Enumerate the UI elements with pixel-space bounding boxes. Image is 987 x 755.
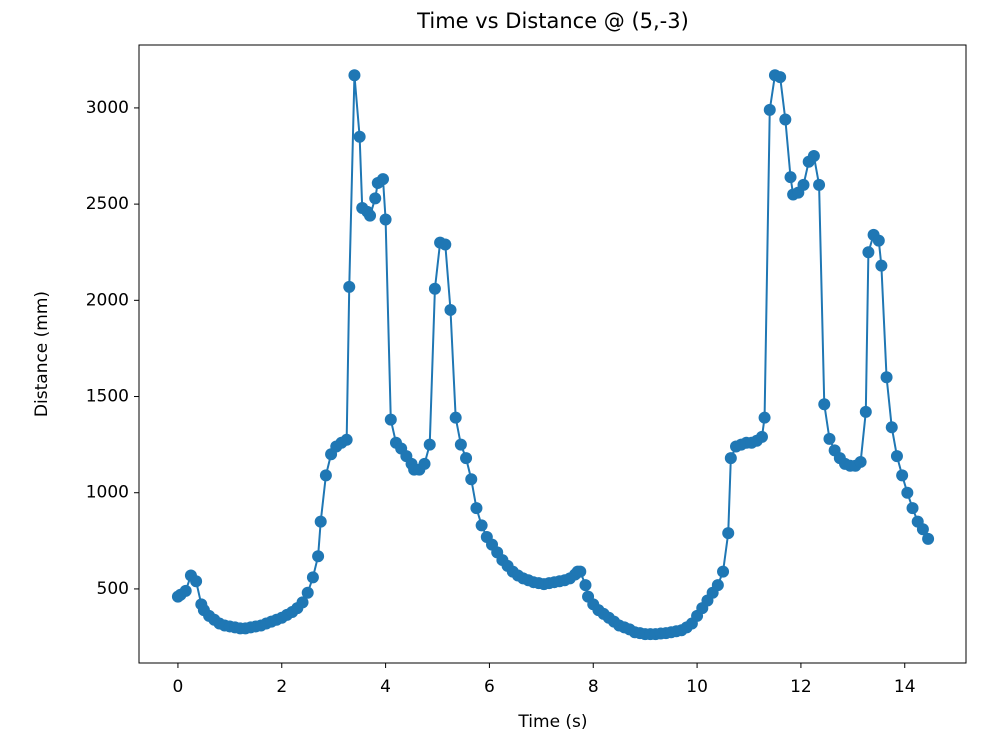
data-point: [312, 550, 325, 563]
data-point: [875, 259, 888, 272]
x-tick-label: 2: [276, 677, 287, 697]
y-tick-label: 1000: [86, 483, 129, 503]
x-tick-label: 14: [894, 677, 916, 697]
data-point: [774, 71, 787, 84]
data-point: [885, 421, 898, 434]
plot-frame: [138, 44, 967, 664]
data-point: [423, 438, 436, 451]
data-point: [758, 411, 771, 424]
data-point: [190, 575, 203, 588]
data-point: [369, 192, 382, 205]
data-point: [379, 213, 392, 226]
data-point: [301, 586, 314, 599]
data-point: [319, 469, 332, 482]
y-tick-label: 2000: [86, 290, 129, 310]
data-point: [418, 457, 431, 470]
x-tick-label: 0: [173, 677, 184, 697]
data-point: [763, 103, 776, 116]
data-point: [340, 433, 353, 446]
data-point: [890, 450, 903, 463]
data-point: [872, 234, 885, 247]
x-tick-label: 12: [790, 677, 812, 697]
chart-title: Time vs Distance @ (5,-3): [416, 9, 689, 33]
y-axis-label: Distance (mm): [32, 291, 52, 417]
data-point: [353, 130, 366, 143]
data-point: [475, 519, 488, 532]
data-point: [823, 432, 836, 445]
x-axis-label: Time (s): [517, 712, 587, 732]
data-point: [306, 571, 319, 584]
data-point: [906, 502, 919, 515]
data-point: [916, 523, 929, 536]
data-point: [818, 398, 831, 411]
data-point: [179, 584, 192, 597]
y-tick-label: 3000: [86, 98, 129, 118]
x-tick-label: 10: [686, 677, 708, 697]
data-point: [364, 209, 377, 222]
data-point: [574, 565, 587, 578]
y-tick-label: 1500: [86, 387, 129, 407]
data-point: [862, 246, 875, 259]
data-point: [724, 452, 737, 465]
data-point: [880, 371, 893, 384]
data-point: [784, 171, 797, 184]
data-point: [901, 486, 914, 499]
data-point: [465, 473, 478, 486]
data-point: [779, 113, 792, 126]
data-point: [797, 178, 810, 191]
data-point: [296, 596, 309, 609]
data-point: [444, 303, 457, 316]
data-point: [755, 430, 768, 443]
data-point: [579, 579, 592, 592]
data-point: [813, 178, 826, 191]
data-point: [460, 452, 473, 465]
data-point: [807, 150, 820, 163]
data-point: [314, 515, 327, 528]
data-point: [711, 579, 724, 592]
data-point: [722, 527, 735, 540]
data-point: [454, 438, 467, 451]
data-point: [896, 469, 909, 482]
y-tick-label: 500: [97, 579, 129, 599]
data-point: [859, 405, 872, 418]
data-point: [922, 532, 935, 545]
data-point: [470, 502, 483, 515]
data-point: [717, 565, 730, 578]
data-point: [376, 173, 389, 186]
data-point: [439, 238, 452, 251]
data-point: [449, 411, 462, 424]
data-point: [854, 455, 867, 468]
y-tick-label: 2500: [86, 194, 129, 214]
x-tick-label: 6: [484, 677, 495, 697]
data-point: [343, 280, 356, 293]
data-point: [428, 282, 441, 295]
x-tick-label: 4: [380, 677, 391, 697]
x-tick-label: 8: [588, 677, 599, 697]
data-point: [384, 413, 397, 426]
data-point: [348, 69, 361, 82]
